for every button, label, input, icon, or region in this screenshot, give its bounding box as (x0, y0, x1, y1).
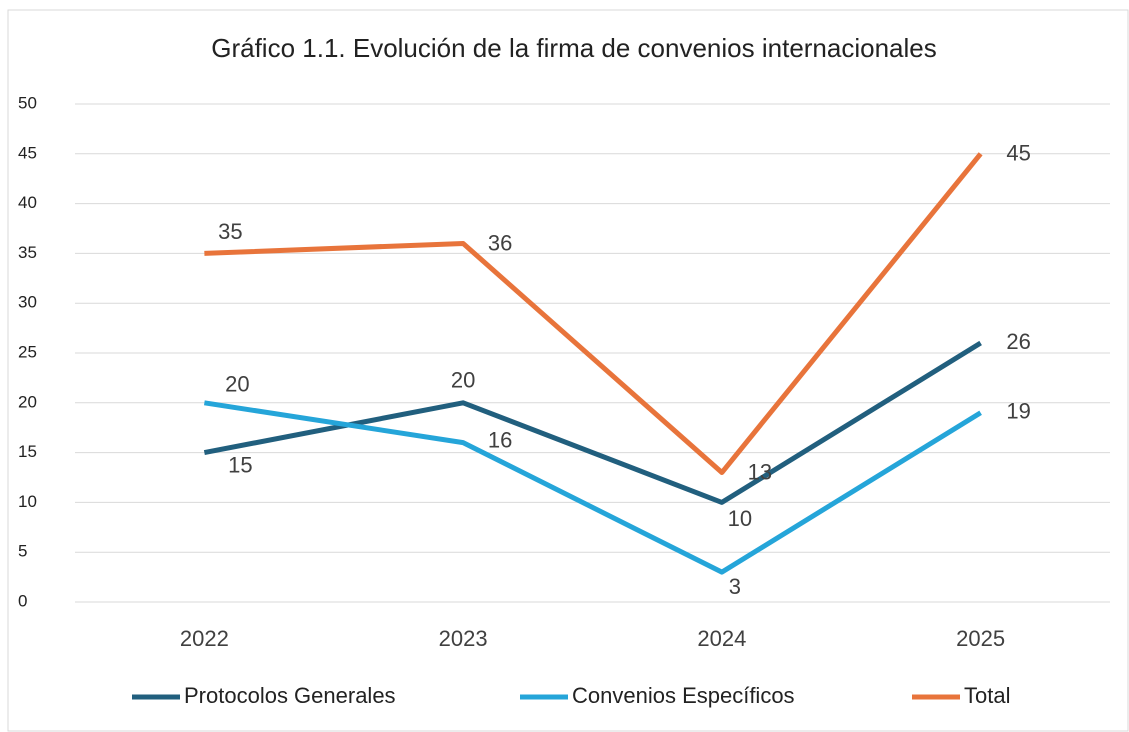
data-label: 20 (451, 368, 475, 393)
y-tick-label: 30 (18, 293, 37, 312)
y-tick-label: 45 (18, 143, 37, 162)
y-tick-label: 25 (18, 342, 37, 361)
chart-title: Gráfico 1.1. Evolución de la firma de co… (211, 33, 937, 63)
data-label: 36 (488, 230, 512, 255)
series-line (203, 340, 982, 505)
data-label: 35 (218, 219, 242, 244)
y-tick-label: 50 (18, 93, 37, 112)
data-label: 20 (225, 372, 249, 397)
data-label: 19 (1006, 399, 1030, 424)
data-label: 15 (228, 452, 252, 477)
y-tick-label: 40 (18, 193, 37, 212)
chart-frame (7, 9, 1129, 732)
y-tick-label: 5 (18, 542, 27, 561)
legend-label: Convenios Específicos (572, 683, 795, 708)
data-label: 45 (1006, 141, 1030, 166)
x-tick-label: 2022 (180, 626, 229, 651)
data-label: 13 (748, 459, 772, 484)
y-tick-label: 15 (18, 442, 37, 461)
x-tick-label: 2023 (439, 626, 488, 651)
series-line (203, 400, 982, 575)
data-label: 3 (729, 574, 741, 599)
y-tick-label: 20 (18, 392, 37, 411)
data-label: 10 (728, 506, 752, 531)
y-tick-label: 35 (18, 243, 37, 262)
y-tick-label: 10 (18, 492, 37, 511)
data-label: 26 (1006, 329, 1030, 354)
legend-label: Protocolos Generales (184, 683, 396, 708)
y-tick-label: 0 (18, 591, 27, 610)
x-tick-label: 2025 (956, 626, 1005, 651)
x-tick-label: 2024 (697, 626, 746, 651)
data-label: 16 (488, 427, 512, 452)
legend-label: Total (964, 683, 1010, 708)
series-line (204, 152, 983, 476)
